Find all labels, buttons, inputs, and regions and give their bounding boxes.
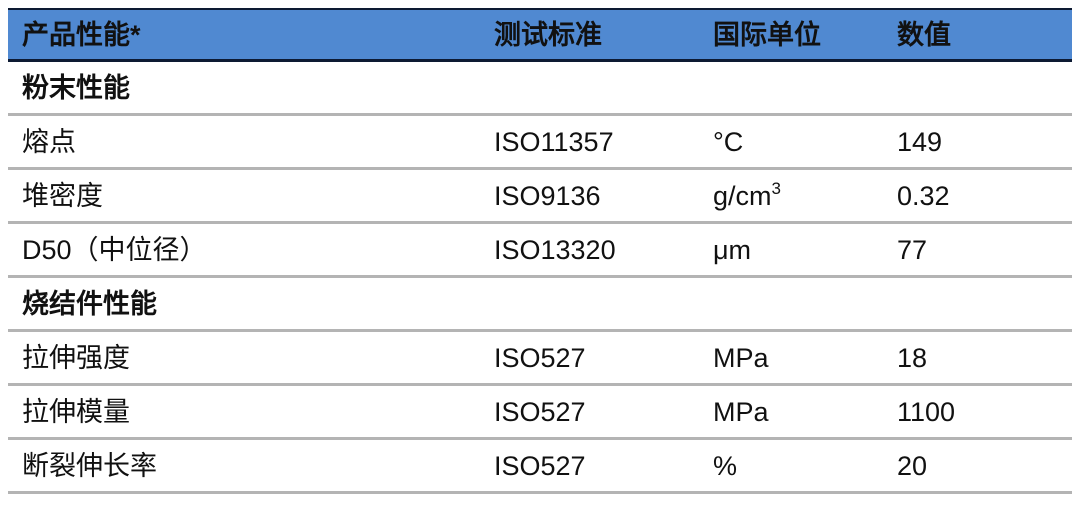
property-cell: 断裂伸长率 [22, 451, 157, 481]
value-cell: 20 [897, 451, 928, 481]
standard-cell: ISO527 [494, 451, 586, 481]
value-cell: 149 [897, 127, 943, 157]
value-cell: 0.32 [897, 181, 950, 211]
value-cell: 1100 [897, 397, 956, 427]
unit-cell: g/cm3 [713, 170, 781, 222]
property-cell: 熔点 [22, 127, 76, 157]
header-property: 产品性能* [22, 20, 141, 50]
standard-cell: ISO11357 [494, 127, 614, 157]
section-title: 烧结件性能 [22, 289, 157, 319]
section-title: 粉末性能 [22, 73, 130, 103]
unit-cell: MPa [713, 386, 769, 438]
unit-cell: % [713, 440, 737, 492]
table-row: D50（中位径） ISO13320 μm 77 [8, 224, 1072, 278]
unit-text: g/cm [713, 181, 772, 211]
value-cell: 77 [897, 235, 928, 265]
unit-cell: °C [713, 116, 743, 168]
property-cell: 堆密度 [22, 181, 103, 211]
unit-text: % [713, 451, 738, 481]
section-header: 粉末性能 [8, 62, 1072, 116]
standard-cell: ISO527 [494, 397, 586, 427]
table-row: 堆密度 ISO9136 g/cm3 0.32 [8, 170, 1072, 224]
standard-cell: ISO9136 [494, 181, 601, 211]
header-unit: 国际单位 [713, 20, 821, 50]
table-row: 拉伸强度 ISO527 MPa 18 [8, 332, 1072, 386]
unit-text: MPa [713, 397, 769, 427]
unit-cell: μm [713, 224, 751, 276]
property-cell: D50（中位径） [22, 235, 207, 265]
unit-text: MPa [713, 343, 769, 373]
table-row: 断裂伸长率 ISO527% 20 [8, 440, 1072, 494]
table-row: 熔点 ISO11357 °C 149 [8, 116, 1072, 170]
standard-cell: ISO13320 [494, 235, 616, 265]
standard-cell: ISO527 [494, 343, 586, 373]
header-standard: 测试标准 [494, 20, 602, 50]
table-header: 产品性能* 测试标准 国际单位 数值 [8, 8, 1072, 62]
unit-superscript: 3 [771, 179, 781, 198]
table-row: 拉伸模量 ISO527 MPa 1100 [8, 386, 1072, 440]
unit-text: μm [713, 235, 752, 265]
properties-table: 产品性能* 测试标准 国际单位 数值 粉末性能熔点 ISO11357 °C 149 堆密… [8, 8, 1072, 494]
unit-cell: MPa [713, 332, 769, 384]
section-header: 烧结件性能 [8, 278, 1072, 332]
property-cell: 拉伸强度 [22, 343, 130, 373]
unit-text: °C [713, 127, 744, 157]
value-cell: 18 [897, 343, 928, 373]
property-cell: 拉伸模量 [22, 397, 130, 427]
header-value: 数值 [897, 20, 951, 50]
